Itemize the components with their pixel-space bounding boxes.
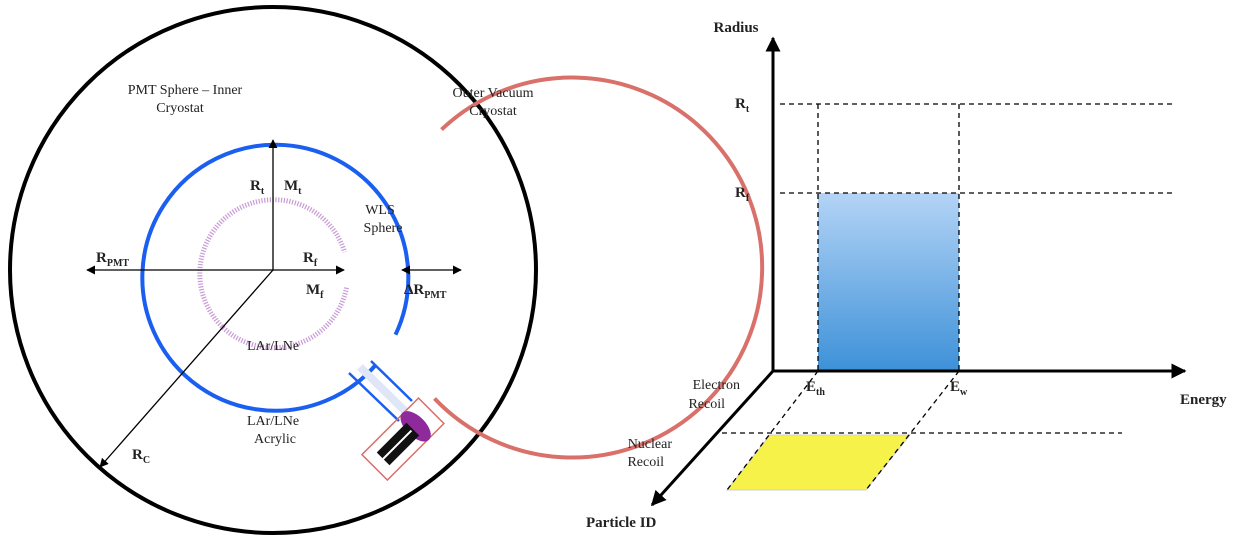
outer-vacuum-label-line2: Cryostat	[469, 104, 517, 119]
electron-recoil-label-line2: Recoil	[688, 397, 725, 412]
light-guide-fill-line	[357, 364, 408, 414]
pmt-sphere-label-line2: Cryostat	[156, 101, 204, 116]
light-guide-upper-edge	[370, 360, 413, 402]
eth-diagonal-dashed-line	[726, 370, 819, 491]
rpmt-label: RPMT	[96, 250, 129, 269]
outer-fill-label-line1: LAr/LNe	[247, 414, 299, 429]
signal-region	[818, 193, 959, 371]
detector-cross-section: PMT Sphere – Inner Cryostat Outer Vacuum…	[8, 5, 765, 535]
mt-label: Mt	[284, 178, 302, 197]
drpmt-label: ΔRPMT	[404, 282, 447, 301]
radius-axis-label: Radius	[713, 20, 758, 36]
rc-arrow	[99, 269, 274, 468]
outer-vacuum-cryostat-circle	[8, 5, 538, 535]
nuclear-recoil-label-line1: Nuclear	[628, 437, 673, 452]
rf-label: Rf	[303, 250, 318, 269]
fiducial-sphere-arc	[197, 197, 349, 351]
light-guide-lower-edge	[348, 372, 400, 422]
wls-label-line1: WLS	[365, 203, 395, 218]
pmt-housing-box	[360, 396, 446, 482]
pmt-sphere-arc	[433, 75, 765, 460]
particle-id-axis-label: Particle ID	[586, 515, 657, 531]
inner-fill-label: LAr/LNe	[247, 339, 299, 354]
rt-tick-label: Rt	[735, 96, 750, 115]
pmt-sphere-label-line1: PMT Sphere – Inner	[128, 83, 243, 98]
pmt-photocathode	[400, 411, 431, 442]
wls-label-line2: Sphere	[364, 221, 403, 236]
particle-id-axis	[650, 369, 775, 507]
phase-space-diagram: Radius Energy Particle ID Rt Rf Eth Ew E…	[586, 20, 1227, 531]
rc-label: RC	[132, 447, 150, 466]
outer-fill-label-line2: Acrylic	[254, 432, 296, 447]
pmt-base-divider	[382, 429, 413, 460]
energy-axis-label: Energy	[1180, 392, 1227, 408]
nuclear-recoil-region	[725, 434, 912, 491]
rf-tick-label: Rf	[735, 185, 750, 204]
ew-diagonal-dashed-line	[865, 370, 960, 491]
rt-label: Rt	[250, 178, 265, 197]
mf-label: Mf	[306, 282, 324, 301]
electron-recoil-label-line1: Electron	[693, 378, 740, 393]
pmt-assembly	[360, 396, 446, 482]
outer-vacuum-label-line1: Outer Vacuum	[453, 86, 534, 101]
nuclear-recoil-label-line2: Recoil	[627, 455, 664, 470]
ew-tick-label: Ew	[950, 379, 968, 398]
eth-tick-label: Eth	[806, 379, 825, 398]
wls-sphere-arc	[140, 142, 411, 413]
